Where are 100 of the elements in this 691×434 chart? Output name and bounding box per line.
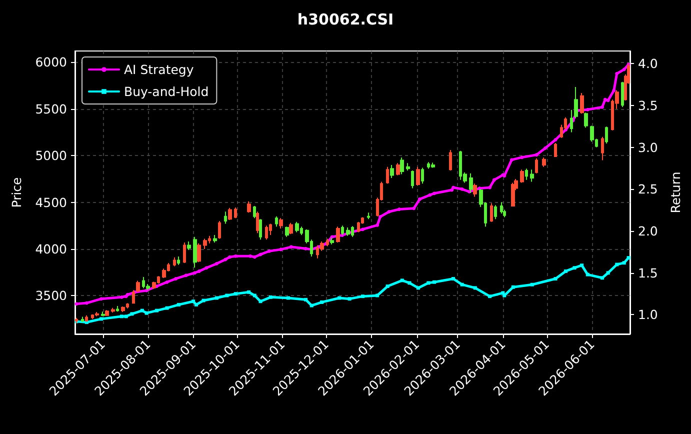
candlestick bbox=[542, 156, 546, 168]
candlestick bbox=[330, 237, 334, 245]
candlestick bbox=[289, 222, 293, 235]
candlestick bbox=[177, 256, 180, 266]
candlestick bbox=[357, 221, 360, 233]
candlestick bbox=[605, 126, 608, 144]
point bbox=[214, 296, 218, 300]
candlestick bbox=[101, 311, 105, 317]
candlestick bbox=[81, 316, 84, 322]
point bbox=[304, 298, 308, 302]
legend-label: Buy-and-Hold bbox=[124, 84, 209, 99]
point bbox=[408, 281, 412, 285]
y2-tick-label: 2.5 bbox=[638, 182, 658, 197]
point bbox=[225, 294, 229, 298]
candlestick bbox=[173, 256, 176, 267]
candlestick bbox=[218, 220, 221, 240]
candlestick bbox=[494, 204, 497, 220]
candlestick bbox=[554, 142, 557, 158]
point bbox=[176, 302, 180, 306]
point bbox=[452, 276, 456, 280]
point bbox=[140, 308, 144, 312]
candlestick bbox=[584, 112, 588, 128]
candlestick bbox=[193, 236, 197, 268]
candlestick bbox=[228, 207, 232, 221]
point bbox=[586, 272, 590, 276]
candlestick bbox=[411, 170, 414, 189]
candlestick bbox=[406, 162, 410, 172]
point bbox=[460, 282, 464, 286]
candlestick bbox=[187, 241, 191, 250]
candlestick bbox=[416, 166, 420, 186]
candlestick bbox=[390, 164, 394, 179]
candlestick bbox=[346, 227, 350, 236]
candlestick bbox=[95, 312, 99, 317]
y-tick-label: 4500 bbox=[35, 194, 68, 210]
y2-tick-label: 2.0 bbox=[638, 224, 658, 239]
y-tick-label: 3500 bbox=[35, 288, 68, 304]
candlestick bbox=[105, 310, 109, 316]
candlestick bbox=[574, 86, 578, 119]
candlestick bbox=[473, 183, 477, 198]
candlestick bbox=[341, 225, 344, 236]
point bbox=[338, 296, 342, 300]
point bbox=[600, 276, 604, 280]
point bbox=[247, 290, 251, 294]
point bbox=[615, 262, 619, 266]
point bbox=[100, 317, 104, 321]
candlestick bbox=[621, 81, 624, 108]
point bbox=[258, 300, 262, 304]
point bbox=[400, 278, 404, 282]
candlestick bbox=[256, 211, 259, 234]
candlestick bbox=[490, 202, 493, 222]
point bbox=[572, 266, 576, 270]
candlestick bbox=[116, 305, 119, 312]
point bbox=[432, 280, 436, 284]
y-tick-label: 4000 bbox=[35, 242, 68, 257]
point bbox=[310, 304, 314, 308]
candlestick bbox=[197, 242, 201, 263]
candlestick bbox=[449, 150, 452, 172]
candlestick bbox=[136, 280, 140, 292]
candlestick bbox=[247, 200, 251, 214]
point bbox=[286, 296, 290, 300]
candlestick bbox=[511, 182, 515, 208]
point bbox=[130, 312, 134, 316]
point bbox=[252, 294, 256, 298]
candlestick bbox=[234, 206, 237, 219]
point bbox=[580, 264, 584, 268]
point bbox=[202, 298, 206, 302]
candlestick bbox=[525, 168, 528, 180]
candlestick bbox=[530, 169, 534, 182]
point bbox=[530, 282, 534, 286]
point bbox=[320, 300, 324, 304]
candlestick bbox=[259, 218, 262, 240]
y-tick-label: 6000 bbox=[35, 54, 68, 70]
candlestick bbox=[386, 166, 389, 184]
candlestick bbox=[183, 242, 186, 264]
y-tick-label: 5000 bbox=[35, 148, 68, 164]
y-tick-label: 5500 bbox=[35, 101, 68, 116]
point bbox=[192, 300, 196, 304]
candlestick bbox=[275, 216, 278, 228]
y2-axis-title: Return bbox=[668, 172, 683, 214]
point bbox=[622, 261, 626, 265]
point bbox=[426, 281, 430, 285]
candlestick bbox=[336, 226, 340, 243]
point bbox=[626, 256, 630, 260]
point bbox=[194, 302, 198, 306]
candlestick bbox=[367, 212, 370, 220]
y2-tick-label: 3.5 bbox=[638, 98, 658, 113]
candlestick bbox=[580, 92, 584, 114]
candlestick bbox=[111, 307, 115, 314]
legend-label: AI Strategy bbox=[124, 62, 194, 77]
point bbox=[376, 294, 380, 298]
point bbox=[554, 276, 558, 280]
point bbox=[488, 294, 492, 298]
y2-tick-label: 3.0 bbox=[638, 140, 658, 155]
candlestick bbox=[224, 211, 227, 224]
point bbox=[124, 314, 128, 318]
candlestick bbox=[431, 162, 435, 168]
candlestick bbox=[253, 206, 256, 219]
point bbox=[564, 269, 568, 273]
point bbox=[348, 297, 352, 301]
point bbox=[511, 285, 515, 289]
